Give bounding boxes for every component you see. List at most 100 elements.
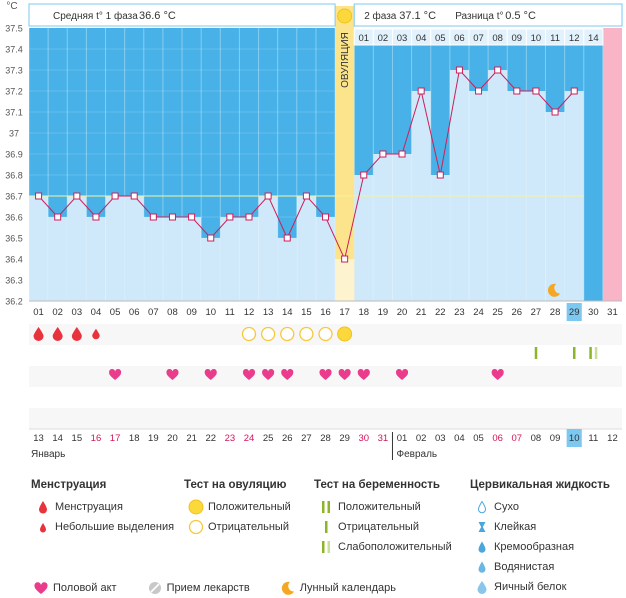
y-tick-label: 36.6 [5,213,23,223]
phase2-day-number: 06 [454,33,465,44]
cycle-day-label: 22 [435,307,446,318]
cycle-day-label: 28 [550,307,561,318]
y-tick-label: 36.4 [5,255,23,265]
phase2-value: 37.1 °C [399,10,436,22]
phase1-value: 36.6 °C [139,10,176,22]
cycle-day-label: 25 [492,307,503,318]
legend-menstruation-title: Менструация [31,479,107,491]
pregnancy-test-weak-icon [594,347,598,359]
phase2-day-number: 07 [473,33,484,44]
moon-icon [547,283,561,297]
cycle-day-label: 07 [148,307,159,318]
temperature-point [551,108,559,116]
temperature-point [379,150,387,158]
y-tick-label: 37.3 [5,66,23,76]
legend-pregnancy-weak: Слабоположительный [338,541,452,553]
temperature-bar [201,238,221,301]
calendar-date: 27 [301,433,312,444]
expected-period-column [602,28,623,301]
temperature-point [570,87,578,95]
intercourse-heart-icon [281,368,294,380]
legend-menstruation-light: Небольшие выделения [55,521,175,533]
temperature-bar [143,217,163,301]
pregnancy-test-weak-icon [589,347,592,359]
cycle-day-label: 17 [339,307,350,318]
phase2-text: 2 фаза [364,10,397,22]
legend-cervical-dry: Сухо [494,501,519,513]
one-stripe-icon [314,520,338,534]
temperature-point [245,213,253,221]
y-tick-label: 36.9 [5,150,23,160]
intercourse-heart-icon [262,368,275,380]
current-date-highlight [566,429,582,447]
temperature-bar [105,196,125,301]
ovulation-test-positive-icon [337,326,353,342]
cycle-day-label: 19 [378,307,389,318]
temperature-point [54,213,62,221]
ovulation-bar [335,259,355,301]
calendar-date: 02 [416,433,427,444]
intercourse-heart-icon [395,368,409,380]
temperature-bar [124,196,144,301]
cycle-day-label: 21 [416,307,427,318]
intercourse-heart-icon [166,368,179,380]
legend-meds: Прием лекарств [166,582,250,594]
calendar-date: 06 [492,433,503,444]
legend-pregnancy-positive: Положительный [338,501,421,513]
calendar-date: 13 [33,433,44,444]
temperature-point [513,87,521,95]
phase2-day-number: 01 [358,33,369,44]
cycle-day-label: 10 [205,307,216,318]
difference-text: Разница t° [455,11,503,22]
two-stripes-icon [314,500,338,514]
heart-icon [29,581,53,595]
cycle-day-label: 31 [607,307,618,318]
difference-value: 0.5 °C [505,10,536,22]
y-tick-label: 36.2 [5,297,23,307]
temperature-point [264,192,272,200]
phase2-day-number: 14 [588,33,599,44]
negative-test-circle-icon [184,519,208,535]
creamy-drop-icon [470,540,494,554]
y-tick-label: 36.8 [5,171,23,181]
temperature-bar [392,154,412,301]
legend-pregnancy-negative: Отрицательный [338,521,419,533]
intercourse-heart-icon [338,368,351,380]
calendar-date: 08 [531,433,542,444]
legend-bottom-row: Половой акт Прием лекарств Лунный календ… [29,578,396,598]
cycle-day-label: 08 [167,307,178,318]
watery-drop-icon [470,560,494,574]
cycle-day-label: 29 [569,307,580,318]
calendar-date: 18 [129,433,140,444]
temperature-bar [488,70,508,301]
cycle-day-label: 15 [301,307,312,318]
temperature-point [322,213,330,221]
blood-drop-icon [31,500,55,514]
temperature-point [436,171,444,179]
positive-test-circle-icon [184,499,208,515]
intercourse-heart-icon [319,368,332,380]
legend-cervical-fluid: Цервикальная жидкость Сухо Клейкая Кремо… [470,479,610,597]
legend-cervical-eggwhite: Яичный белок [494,581,567,593]
cycle-day-label: 24 [473,307,484,318]
temperature-bar [162,217,183,301]
ovulation-test-negative-icon [280,326,295,342]
phase2-info-box [353,3,623,27]
legend-ovulation-test: Тест на овуляцию Положительный Отрицател… [184,479,291,537]
temperature-point [188,213,196,221]
cycle-day-label: 03 [72,307,83,318]
temperature-point [302,192,310,200]
event-row [29,408,623,429]
temperature-point [532,87,540,95]
weak-stripes-icon [314,540,338,554]
legend-cervical-sticky: Клейкая [494,521,537,533]
y-tick-label: 37.2 [5,87,23,97]
menstruation-drop-icon [33,327,44,342]
calendar-date: 01 [397,433,408,444]
temperature-point [73,192,81,200]
cycle-day-label: 12 [244,307,255,318]
ovulation-test-negative-icon [260,326,276,342]
sticky-icon [470,520,494,534]
calendar-date: 16 [91,433,102,444]
